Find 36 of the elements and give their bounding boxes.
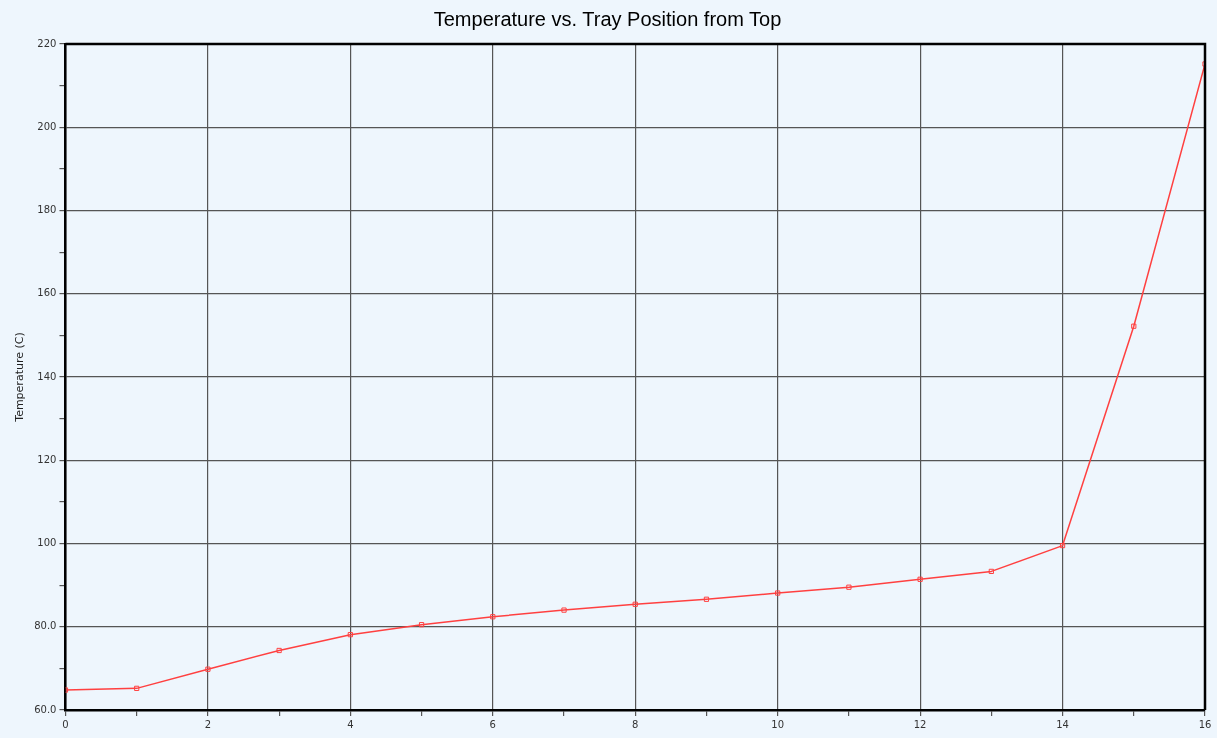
point [205, 666, 211, 672]
x-tick-label: 0 [62, 718, 69, 730]
y-tick-label: 80.0 [34, 620, 57, 632]
y-tick-label: 180 [37, 204, 57, 216]
y-tick-label: 140 [37, 370, 57, 382]
chart-title: Temperature vs. Tray Position from Top [433, 7, 782, 30]
point [988, 568, 994, 575]
point [276, 647, 282, 654]
point [65, 687, 69, 693]
point [703, 596, 710, 602]
x-tick-label: 12 [913, 718, 927, 730]
point [1059, 542, 1066, 549]
y-tick-label: 220 [37, 37, 57, 49]
y-tick-label: 60.0 [34, 703, 57, 715]
y-tick-label: 200 [37, 120, 57, 132]
point [775, 590, 781, 596]
x-tick-label: 2 [204, 718, 212, 730]
x-tick-label: 10 [771, 718, 785, 730]
x-tick-label: 8 [632, 718, 639, 730]
y-tick-label: 100 [37, 537, 57, 549]
point [846, 584, 852, 590]
point [134, 685, 140, 691]
point [917, 576, 923, 582]
y-tick-label: 120 [37, 453, 57, 465]
point [347, 632, 353, 638]
point [490, 614, 496, 620]
point [561, 607, 567, 613]
x-tick-label: 16 [1198, 718, 1212, 730]
y-axis-title: Temperature (C) [13, 332, 27, 423]
point [1131, 323, 1137, 329]
x-tick-label: 4 [347, 718, 354, 730]
point [418, 622, 425, 628]
point [632, 601, 638, 607]
x-tick-label: 6 [489, 718, 496, 730]
y-tick-label: 160 [37, 287, 57, 299]
x-tick-label: 14 [1056, 718, 1069, 730]
